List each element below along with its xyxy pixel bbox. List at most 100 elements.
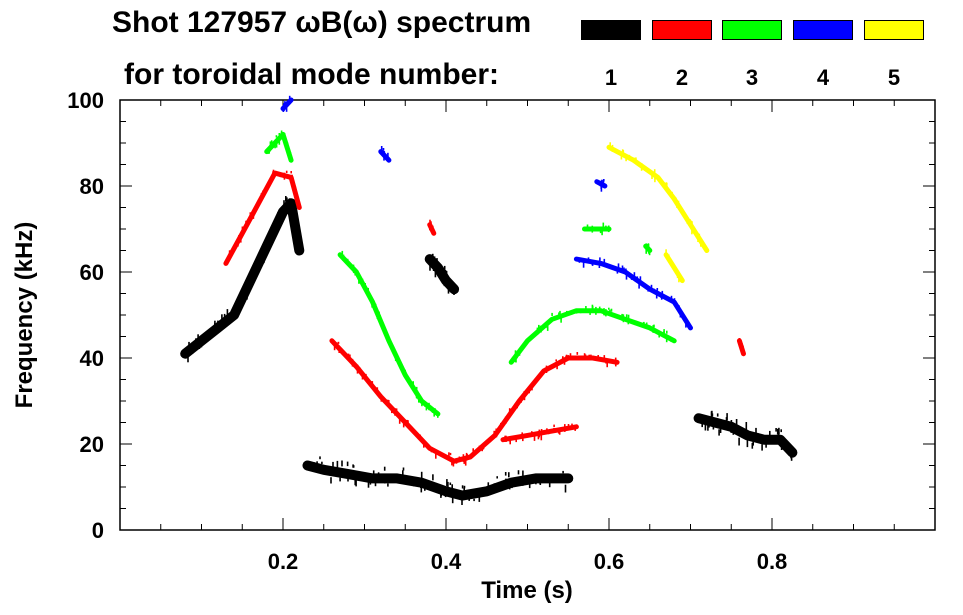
spectral-point: [698, 233, 701, 241]
spectral-point: [606, 360, 608, 368]
spectral-point: [280, 130, 283, 134]
spectral-point: [200, 341, 203, 348]
spectral-point: [478, 445, 481, 451]
spectral-point: [443, 265, 446, 272]
spectral-point: [451, 458, 453, 466]
spectral-point: [288, 198, 291, 204]
spectral-point: [432, 265, 435, 271]
spectral-point: [564, 484, 567, 493]
spectral-point: [518, 477, 520, 485]
spectral-point: [249, 273, 252, 280]
spectral-point: [453, 287, 455, 295]
spectral-point: [435, 452, 437, 459]
spectral-point: [437, 411, 439, 418]
spectral-point: [460, 491, 462, 497]
spectral-point: [413, 482, 415, 487]
spectral-point: [283, 208, 285, 217]
spectral-point: [389, 342, 391, 345]
spectral-point: [617, 268, 620, 272]
spectral-point: [591, 225, 594, 233]
spectral-point: [247, 219, 250, 222]
spectral-point: [187, 356, 189, 363]
spectral-point: [575, 309, 578, 314]
spectral-point: [279, 172, 281, 176]
legend-label-mode-4: 4: [816, 65, 830, 90]
spectral-point: [743, 430, 746, 438]
spectral-point: [364, 478, 366, 482]
spectral-point: [511, 356, 514, 361]
spectral-point: [676, 200, 678, 208]
spectral-point: [522, 435, 524, 442]
spectral-point: [285, 175, 287, 179]
spectral-point: [482, 443, 485, 450]
spectral-point: [437, 485, 439, 493]
spectral-point: [558, 429, 561, 435]
spectral-point: [578, 258, 581, 263]
spectral-point: [609, 309, 611, 317]
spectral-point: [600, 184, 603, 192]
spectral-point: [654, 175, 656, 183]
spectral-point: [452, 461, 455, 467]
spectral-point: [653, 169, 656, 176]
spectral-point: [745, 422, 748, 430]
spectral-point: [272, 142, 274, 146]
spectral-point: [458, 456, 461, 461]
spectral-point: [370, 475, 373, 483]
spectral-point: [591, 305, 594, 313]
series-ridge: [180, 198, 305, 359]
spectral-point: [267, 182, 270, 187]
spectral-point: [579, 309, 582, 314]
spectral-point: [528, 483, 531, 489]
spectral-point: [420, 437, 423, 441]
spectral-point: [633, 272, 636, 280]
spectral-point: [263, 249, 266, 256]
spectral-point: [216, 324, 219, 332]
spectral-point: [511, 480, 513, 489]
y-tick-label: 100: [67, 88, 104, 113]
spectral-point: [214, 320, 216, 324]
spectral-point: [636, 276, 639, 280]
spectral-point: [481, 445, 483, 452]
spectral-point: [412, 430, 415, 434]
spectral-point: [559, 310, 561, 318]
spectral-point: [780, 446, 783, 450]
spectral-point: [599, 180, 602, 187]
spectral-point: [683, 212, 686, 216]
spectral-point: [691, 226, 693, 235]
spectral-point: [788, 447, 791, 456]
spectral-point: [262, 248, 265, 253]
x-tick-label: 0.8: [757, 549, 788, 574]
spectral-point: [274, 141, 276, 149]
spectral-point: [546, 428, 548, 433]
spectral-point: [650, 284, 653, 290]
y-tick-label: 80: [80, 174, 104, 199]
spectral-point: [735, 419, 738, 426]
spectral-point: [635, 157, 637, 162]
spectral-point: [653, 288, 655, 293]
spectral-point: [313, 462, 315, 470]
spectral-point: [515, 437, 517, 443]
spectral-point: [558, 312, 560, 319]
spectral-point: [516, 353, 518, 359]
spectral-point: [611, 359, 613, 363]
series-ridge: [424, 254, 460, 295]
spectral-point: [742, 348, 745, 354]
spectral-point: [285, 105, 288, 112]
spectral-point: [566, 475, 568, 480]
spectral-point: [432, 474, 434, 481]
spectral-point: [446, 479, 448, 487]
spectral-point: [440, 267, 442, 270]
spectral-point: [449, 452, 452, 456]
spectral-point: [625, 154, 627, 162]
spectral-point: [420, 485, 423, 493]
spectral-point: [359, 367, 361, 373]
spectral-point: [630, 274, 633, 280]
spectral-point: [707, 423, 709, 431]
spectral-point: [746, 440, 749, 448]
spectral-point: [574, 425, 576, 431]
spectral-point: [188, 341, 190, 349]
spectral-point: [645, 243, 647, 248]
spectral-point: [670, 261, 673, 265]
spectral-point: [642, 322, 645, 327]
spectral-point: [408, 380, 410, 383]
